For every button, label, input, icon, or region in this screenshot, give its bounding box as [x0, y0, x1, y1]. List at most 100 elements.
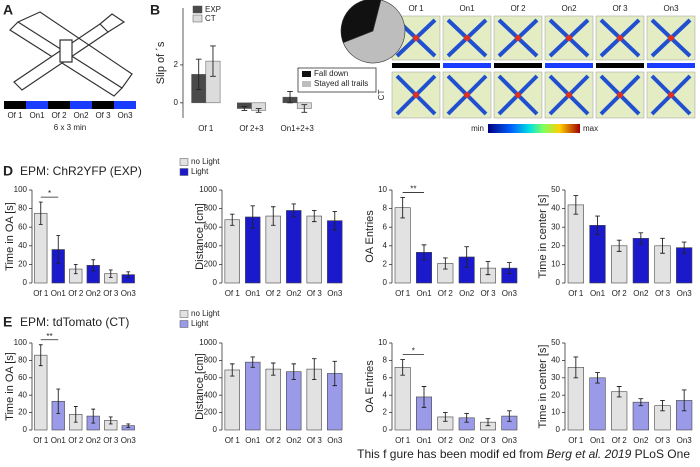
error-bar — [230, 213, 235, 226]
y-tick-label: 0 — [556, 278, 561, 287]
error-bar — [271, 362, 276, 376]
error-bar — [507, 410, 512, 422]
legend-swatch — [179, 310, 189, 318]
y-tick-label: 0 — [213, 425, 218, 434]
error-bar — [464, 246, 469, 268]
y-tick-label: 20 — [551, 241, 560, 250]
x-tick-label: On3 — [677, 436, 693, 445]
legend-label: Light — [191, 319, 209, 328]
bar — [632, 238, 649, 284]
heatmap-hotspot — [668, 92, 674, 98]
x-tick-label: Of 3 — [480, 436, 496, 445]
significance-label: * — [412, 347, 415, 356]
y-tick-label: 2 — [383, 408, 388, 417]
x-tick-label: Of 3 — [103, 436, 119, 445]
y-tick-label: 50 — [551, 338, 560, 347]
panel-letter: E — [3, 314, 12, 330]
heatmap-row-label: CT — [377, 90, 386, 101]
panel-letter: B — [150, 2, 160, 18]
x-tick-label: On2 — [459, 436, 475, 445]
error-bar — [400, 196, 405, 219]
panel-letter: D — [3, 163, 13, 179]
light-strip — [545, 63, 593, 68]
error-bar — [443, 257, 448, 270]
light-strip — [443, 63, 491, 68]
error-bar — [291, 363, 296, 380]
heatmap-column-label: On1 — [459, 4, 475, 13]
light-strip — [647, 63, 695, 68]
x-tick-label: Of 2 — [612, 289, 628, 298]
x-tick-label: On3 — [327, 436, 343, 445]
heatmap-hotspot — [515, 35, 521, 41]
error-bar — [301, 104, 308, 113]
y-tick-label: 4 — [383, 390, 388, 399]
x-tick-label: Of 1 — [225, 436, 241, 445]
light-strip — [494, 63, 542, 68]
heatmap-hotspot — [515, 92, 521, 98]
error-bar — [271, 206, 276, 226]
y-tick-label: 30 — [551, 222, 560, 231]
maze-drawing — [9, 11, 133, 97]
legend-swatch — [302, 81, 311, 87]
x-tick-label: On2 — [286, 436, 302, 445]
error-bar — [250, 356, 255, 368]
error-bar — [332, 360, 337, 387]
error-bar — [616, 239, 622, 252]
y-tick-label: 10 — [378, 338, 387, 347]
x-tick-label: On2 — [633, 289, 649, 298]
x-tick-label: On1 — [416, 436, 432, 445]
light-strip — [392, 63, 440, 68]
light-strip — [596, 63, 644, 68]
bar — [224, 369, 240, 431]
error-bar — [660, 399, 665, 412]
y-tick-label: 600 — [204, 222, 218, 231]
error-bar — [595, 215, 600, 236]
x-tick-label: On3 — [502, 289, 518, 298]
x-tick-label: Of 2 — [68, 436, 84, 445]
legend-label: Fall down — [314, 69, 348, 78]
error-bar — [73, 406, 78, 423]
significance-label: * — [48, 189, 51, 198]
y-tick-label: 20 — [551, 390, 560, 399]
pie-slice — [340, 0, 382, 44]
heatmap-column-label: On2 — [561, 4, 577, 13]
error-bar — [421, 244, 427, 261]
y-tick-label: 100 — [14, 338, 28, 347]
x-tick-label: On1 — [245, 436, 261, 445]
y-axis-label: Time in OA [s] — [4, 202, 16, 271]
timeline-label: On1 — [29, 111, 45, 120]
x-tick-label: Of 1 — [33, 289, 49, 298]
x-tick-label: Of 2 — [438, 289, 454, 298]
y-axis-label: OA Entries — [364, 360, 376, 413]
error-bar — [485, 418, 491, 427]
bar — [306, 215, 322, 284]
legend-label: EXP — [205, 5, 221, 14]
error-bar — [638, 232, 644, 245]
error-bar — [464, 413, 469, 423]
x-tick-label: Of 3 — [307, 436, 323, 445]
x-tick-label: On2 — [86, 289, 102, 298]
heatmap-hotspot — [617, 35, 623, 41]
x-tick-label: Of 2 — [438, 436, 454, 445]
bar — [589, 377, 606, 431]
y-tick-label: 1000 — [199, 185, 217, 194]
y-tick-label: 800 — [204, 356, 218, 365]
heatmap-column-label: Of 2 — [510, 4, 526, 13]
x-tick-label: On2 — [86, 436, 102, 445]
heatmap-hotspot — [668, 35, 674, 41]
error-bar — [56, 235, 61, 264]
error-bar — [255, 108, 262, 113]
x-tick-label: On3 — [677, 289, 693, 298]
caption: This f gure has been modif ed from Berg … — [357, 447, 690, 461]
error-bar — [108, 269, 113, 278]
error-bar — [250, 205, 255, 229]
y-tick-label: 60 — [18, 373, 27, 382]
bar — [611, 391, 628, 431]
x-tick-label: Of 1 — [395, 436, 411, 445]
x-tick-label: On3 — [121, 289, 137, 298]
error-bar — [287, 90, 293, 104]
y-tick-label: 6 — [383, 222, 388, 231]
colorbar — [488, 124, 580, 133]
heatmap-column-label: Of 3 — [612, 4, 628, 13]
